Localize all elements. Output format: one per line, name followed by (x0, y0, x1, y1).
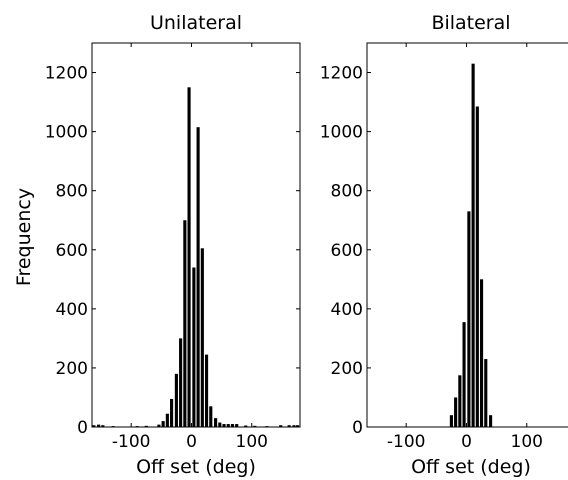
histogram-bar (144, 425, 148, 427)
histogram-bar (165, 413, 169, 427)
y-tick-label: 400 (56, 300, 88, 320)
x-axis-label: Off set (deg) (411, 456, 531, 478)
y-tick-label: 1200 (320, 64, 363, 84)
y-tick-label: 0 (77, 418, 88, 438)
plot-frame (91, 42, 301, 428)
chart-panel-1: 0 200 400 600 800 1000 1200 -100 0 100 Unilateral O… (45, 12, 301, 478)
histogram-bar (449, 415, 453, 427)
histogram-bar (279, 425, 283, 427)
histogram-bar (230, 424, 235, 427)
histogram-bar (97, 424, 101, 427)
histogram-bar (179, 338, 183, 427)
histogram-bar (204, 354, 209, 427)
chart-title: Unilateral (150, 12, 242, 34)
y-tick-label: 1200 (45, 64, 88, 84)
chart-panel-2: 0 200 400 600 800 1000 1200 -100 0 100 Bilateral Of… (320, 12, 568, 478)
y-tick-label: 1000 (320, 123, 363, 143)
histogram-bar (183, 220, 187, 427)
histogram-bar (462, 322, 466, 427)
histogram-bar (489, 415, 493, 427)
chart-title: Bilateral (431, 12, 510, 34)
y-axis-label: Frequency (13, 188, 35, 286)
histogram-bar (467, 211, 471, 427)
x-tick-label: 100 (236, 432, 268, 452)
histogram-bar (92, 425, 96, 427)
histogram-bar (471, 63, 475, 428)
x-tick-label: 0 (461, 432, 472, 452)
histogram-bar (479, 279, 484, 427)
y-tick-label: 800 (331, 182, 363, 202)
y-tick-label: 1000 (45, 123, 88, 143)
y-tick-label: 200 (56, 359, 88, 379)
histogram-bar (235, 424, 239, 427)
y-tick-label: 600 (56, 241, 88, 261)
y-tick-label: 400 (331, 300, 363, 320)
histogram-bar (296, 425, 300, 427)
histogram-bar (161, 421, 165, 427)
histogram-bar (218, 422, 222, 427)
x-tick-label: -100 (112, 432, 151, 452)
y-tick-label: 600 (331, 241, 363, 261)
y-tick-label: 800 (56, 182, 88, 202)
histogram-bar (458, 375, 462, 427)
histogram-bar (244, 425, 248, 427)
histogram-bar (253, 425, 257, 427)
histogram-bar (101, 425, 105, 427)
histogram-bar (475, 106, 479, 427)
histogram-bar (174, 373, 178, 427)
y-tick-label: 200 (331, 359, 363, 379)
histogram-bar (157, 424, 161, 427)
x-tick-label: 100 (511, 432, 543, 452)
histogram-bar (192, 267, 196, 427)
histogram-bar (187, 87, 191, 427)
histogram-bar (214, 418, 218, 427)
histogram-bar (484, 359, 488, 427)
histogram-bar (200, 248, 204, 427)
histogram-bar (454, 397, 458, 427)
x-axis-label: Off set (deg) (136, 456, 256, 478)
histogram-bar (292, 425, 296, 427)
histogram-bar (222, 424, 226, 427)
histogram-bar (287, 425, 291, 427)
y-tick-label: 0 (352, 418, 363, 438)
plot-frame (366, 42, 568, 428)
histogram-bar (170, 398, 174, 427)
histogram-bar (209, 406, 213, 427)
x-tick-label: 0 (186, 432, 197, 452)
histogram-bar (196, 127, 200, 428)
x-tick-label: -100 (387, 432, 426, 452)
histogram-bar (226, 424, 230, 427)
